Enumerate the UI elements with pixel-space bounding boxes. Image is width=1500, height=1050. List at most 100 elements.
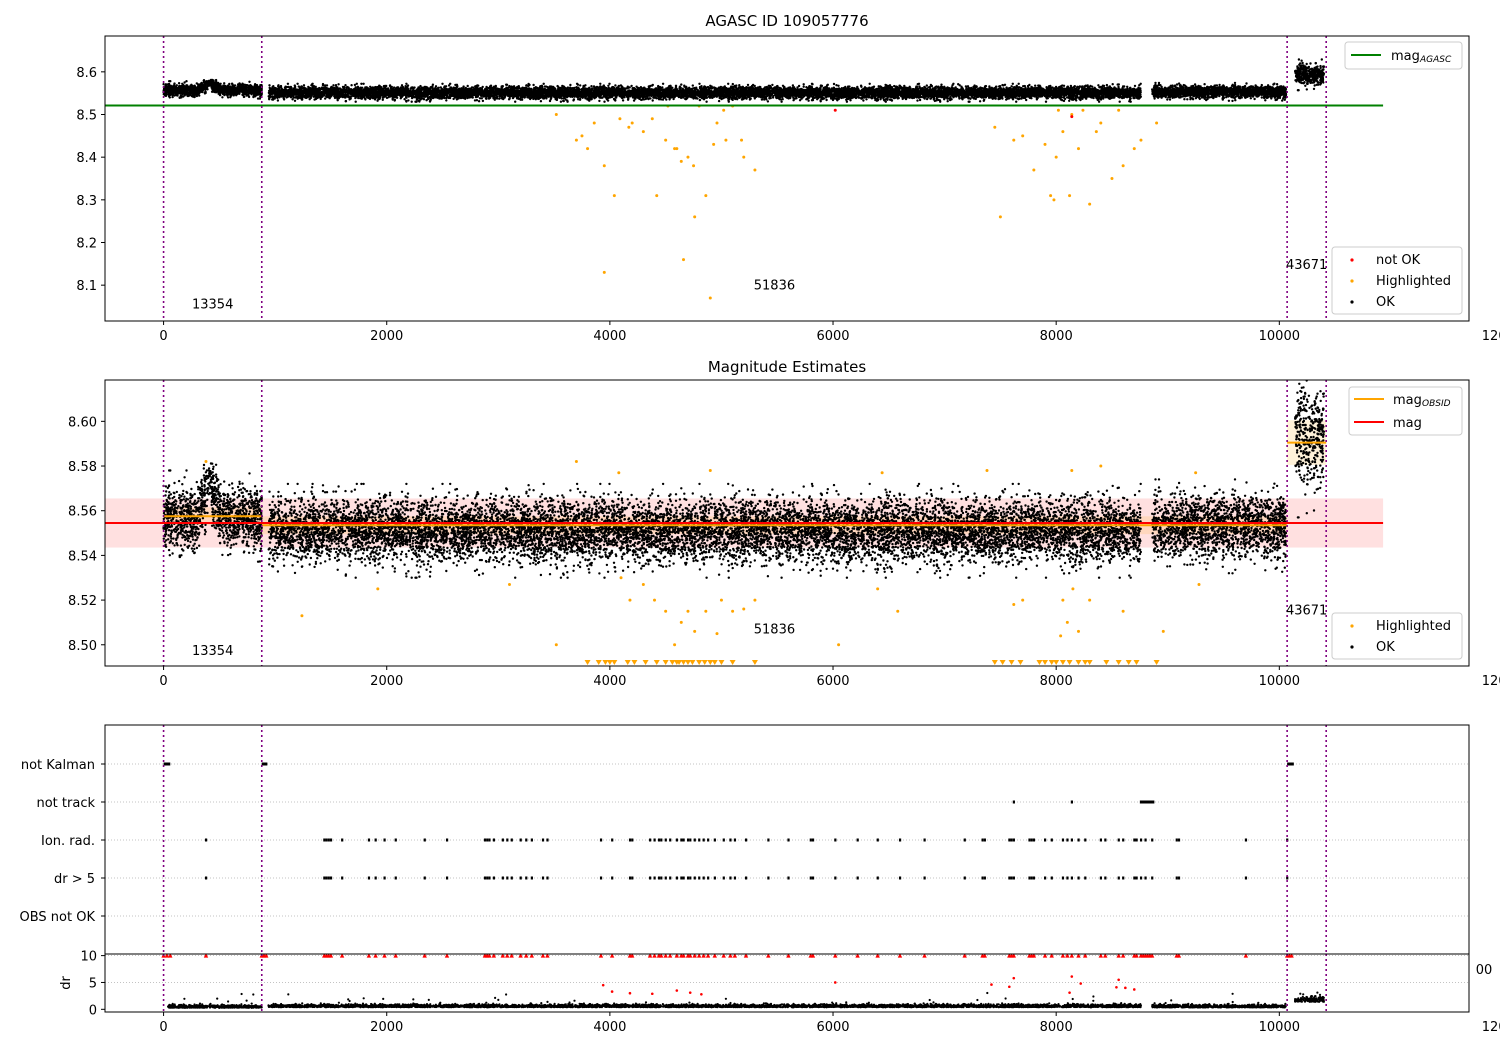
ok-point	[230, 90, 234, 93]
ok-point	[731, 82, 734, 86]
ok-point	[183, 94, 186, 97]
ok-point	[229, 94, 232, 98]
ok-point	[868, 82, 871, 86]
ok-point	[1128, 100, 1131, 103]
ok-point	[381, 98, 384, 102]
ok-point	[539, 100, 543, 103]
ok-point	[187, 87, 190, 90]
ok-point	[225, 90, 229, 93]
ok-point	[200, 90, 203, 94]
ok-point	[182, 89, 185, 93]
ok-point	[193, 84, 196, 87]
ok-point	[179, 90, 182, 93]
ok-point	[168, 80, 171, 83]
ok-point	[199, 86, 203, 90]
ok-point	[167, 82, 171, 86]
ok-point	[254, 95, 257, 98]
ok-point	[209, 83, 213, 86]
ok-point	[257, 91, 260, 94]
ok-point	[249, 84, 252, 87]
ok-point	[253, 84, 256, 88]
ok-point	[193, 95, 196, 98]
ok-point	[332, 84, 335, 87]
ok-point	[162, 83, 165, 86]
ok-point	[246, 86, 249, 89]
ok-point	[221, 96, 224, 99]
ok-point	[221, 86, 225, 89]
ok-point	[185, 85, 188, 88]
ok-point	[1105, 83, 1109, 87]
ok-point	[205, 80, 209, 83]
ok-point	[198, 94, 201, 97]
ok-point	[241, 93, 244, 97]
ok-point	[213, 90, 217, 94]
ok-point	[566, 99, 569, 102]
ok-point	[200, 83, 204, 86]
ok-point	[705, 100, 708, 103]
ok-point	[258, 97, 262, 100]
ok-point	[241, 87, 245, 90]
ok-point	[238, 86, 241, 89]
ok-point	[203, 86, 207, 90]
ok-point	[780, 100, 783, 103]
ok-point	[229, 85, 232, 88]
ok-point	[185, 80, 188, 83]
ok-point	[727, 82, 730, 86]
ok-point	[211, 81, 215, 84]
ok-point	[260, 83, 263, 87]
ok-point	[245, 89, 249, 92]
ok-point	[168, 96, 171, 99]
ok-point	[321, 84, 325, 87]
ok-point	[212, 85, 216, 88]
ok-point	[214, 78, 218, 82]
ok-point	[216, 83, 219, 87]
ok-point	[190, 94, 194, 98]
ok-point	[235, 90, 238, 93]
ok-point	[173, 85, 176, 88]
ok-point	[353, 83, 357, 87]
ok-point	[228, 82, 231, 86]
ok-point	[1015, 100, 1018, 103]
ok-point	[165, 84, 168, 87]
panel-1-title: AGASC ID 109057776	[705, 12, 868, 30]
ok-point	[175, 87, 178, 91]
ok-point	[825, 98, 828, 102]
ok-point	[236, 92, 240, 95]
ok-point	[196, 92, 199, 96]
ok-point	[226, 92, 230, 95]
ok-point	[325, 84, 329, 87]
ok-point	[175, 94, 178, 97]
ok-point	[186, 94, 190, 98]
ok-point	[1034, 84, 1037, 87]
ok-point	[242, 95, 246, 99]
ok-point	[250, 93, 253, 96]
ok-point	[223, 82, 226, 85]
ok-point	[239, 83, 243, 87]
ok-point	[197, 88, 200, 92]
ok-point	[168, 87, 171, 91]
ok-point	[241, 91, 244, 94]
ok-point	[165, 87, 168, 91]
ok-point	[228, 90, 231, 93]
ok-point	[691, 84, 694, 87]
ok-point	[1068, 99, 1071, 103]
ok-point	[183, 85, 186, 88]
ok-point	[635, 85, 638, 88]
ok-point	[170, 93, 173, 96]
ok-point	[178, 96, 182, 99]
ok-point	[661, 82, 665, 86]
ok-point	[254, 88, 257, 91]
ok-point	[238, 83, 241, 87]
ok-point	[218, 93, 222, 97]
ok-point	[190, 90, 194, 93]
ok-point	[227, 84, 230, 88]
ok-point	[164, 90, 167, 94]
ok-point	[172, 88, 176, 91]
ok-point	[211, 87, 214, 91]
ok-point	[256, 97, 260, 100]
ok-point	[224, 84, 227, 88]
ok-point	[184, 89, 188, 92]
ok-point	[235, 94, 238, 97]
